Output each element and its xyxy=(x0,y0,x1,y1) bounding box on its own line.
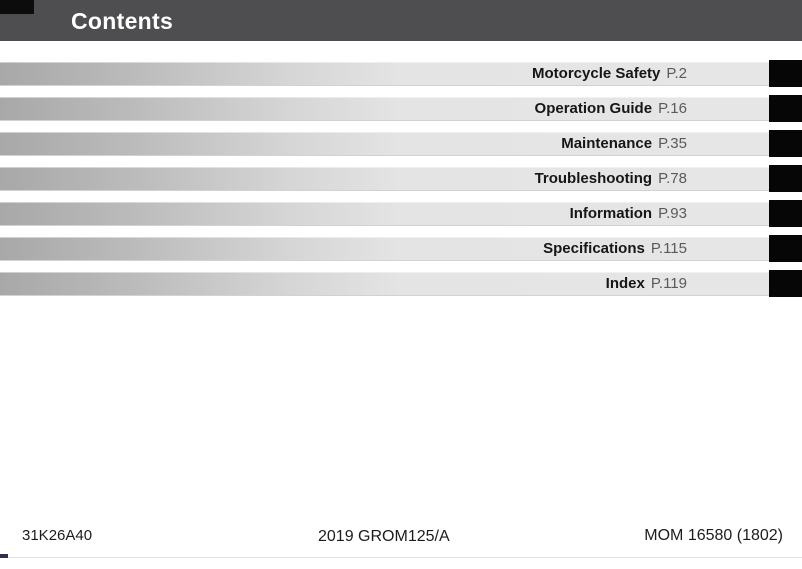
chapter-thumb-tab[interactable] xyxy=(769,60,802,87)
chapter-title: Index xyxy=(605,275,645,292)
chapter-title: Information xyxy=(569,205,653,222)
chapter-thumb-tab[interactable] xyxy=(769,235,802,262)
chapter-bar[interactable]: Maintenance P.35 xyxy=(0,132,769,155)
publication-id: MOM 16580 (1802) xyxy=(644,527,783,544)
document-code: 31K26A40 xyxy=(22,527,93,544)
chapter-page-ref: P.16 xyxy=(658,100,687,117)
toc-item-index[interactable]: Index P.119 xyxy=(0,270,802,297)
chapter-bar[interactable]: Index P.119 xyxy=(0,272,769,295)
chapter-page-ref: P.78 xyxy=(658,170,687,187)
toc-item-maintenance[interactable]: Maintenance P.35 xyxy=(0,130,802,157)
table-of-contents: Motorcycle Safety P.2 Operation Guide P.… xyxy=(0,60,802,307)
chapter-thumb-tab[interactable] xyxy=(769,165,802,192)
toc-item-information[interactable]: Information P.93 xyxy=(0,200,802,227)
toc-item-troubleshooting[interactable]: Troubleshooting P.78 xyxy=(0,165,802,192)
chapter-title: Motorcycle Safety xyxy=(532,65,661,82)
model-name: 2019 GROM125/A xyxy=(318,528,450,545)
chapter-page-ref: P.93 xyxy=(658,205,687,222)
chapter-thumb-tab[interactable] xyxy=(769,95,802,122)
chapter-bar[interactable]: Troubleshooting P.78 xyxy=(0,167,769,190)
chapter-bar[interactable]: Motorcycle Safety P.2 xyxy=(0,62,769,85)
chapter-title: Specifications xyxy=(543,240,645,257)
toc-item-operation-guide[interactable]: Operation Guide P.16 xyxy=(0,95,802,122)
toc-item-specifications[interactable]: Specifications P.115 xyxy=(0,235,802,262)
chapter-thumb-tab[interactable] xyxy=(769,130,802,157)
chapter-title: Maintenance xyxy=(561,135,653,152)
chapter-bar[interactable]: Operation Guide P.16 xyxy=(0,97,769,120)
chapter-page-ref: P.115 xyxy=(650,240,687,257)
chapter-page-ref: P.119 xyxy=(650,275,687,292)
chapter-page-ref: P.2 xyxy=(666,65,687,82)
chapter-bar[interactable]: Information P.93 xyxy=(0,202,769,225)
toc-item-motorcycle-safety[interactable]: Motorcycle Safety P.2 xyxy=(0,60,802,87)
page-title: Contents xyxy=(71,8,174,34)
contents-header-band: Contents xyxy=(0,0,802,41)
chapter-bar[interactable]: Specifications P.115 xyxy=(0,237,769,260)
chapter-thumb-tab[interactable] xyxy=(769,270,802,297)
chapter-title: Troubleshooting xyxy=(534,170,653,187)
page-corner-mark xyxy=(0,0,34,14)
chapter-thumb-tab[interactable] xyxy=(769,200,802,227)
bottom-edge-mark xyxy=(0,554,8,558)
chapter-page-ref: P.35 xyxy=(658,135,687,152)
bottom-divider xyxy=(0,557,802,558)
chapter-title: Operation Guide xyxy=(534,100,653,117)
